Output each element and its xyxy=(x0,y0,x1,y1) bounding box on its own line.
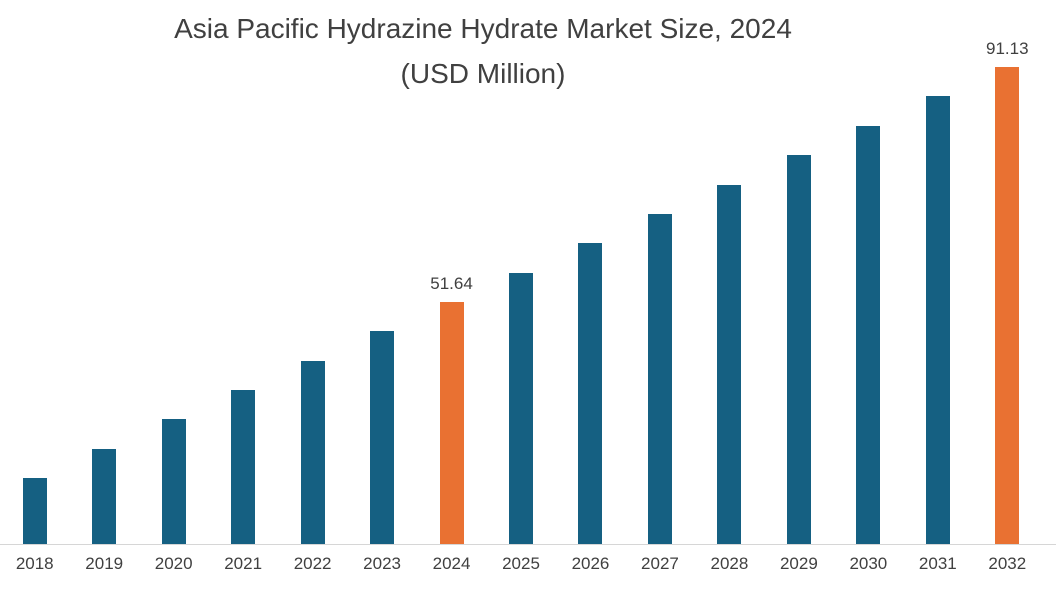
x-axis-tick-label: 2032 xyxy=(988,554,1027,573)
bar-cell xyxy=(486,0,555,545)
x-axis-tick-label: 2029 xyxy=(779,554,818,573)
bar-cell: 51.64 xyxy=(417,0,486,545)
bar-value-label: 91.13 xyxy=(986,39,1029,58)
bar-2029 xyxy=(786,155,811,545)
x-axis-tick-label: 2026 xyxy=(571,554,610,573)
chart-title-line2: (USD Million) xyxy=(400,58,566,89)
bar-cell xyxy=(0,0,69,545)
bar-2026 xyxy=(578,243,603,545)
x-axis-tick-label: 2019 xyxy=(85,554,124,573)
x-axis-tick-label: 2022 xyxy=(293,554,332,573)
bar-2027 xyxy=(647,214,672,545)
bar-2024 xyxy=(439,302,464,545)
x-axis-tick-label: 2021 xyxy=(224,554,263,573)
bar-2023 xyxy=(370,331,395,545)
bar-value-label: 51.64 xyxy=(430,274,473,293)
x-axis-tick-label: 2025 xyxy=(502,554,540,573)
bar-2019 xyxy=(92,449,117,545)
plot-area: 51.64 91.13 xyxy=(0,0,1042,545)
x-axis-tick-label: 2030 xyxy=(849,554,888,573)
bar-2021 xyxy=(231,390,256,545)
bar-2025 xyxy=(509,273,534,545)
bar-cell xyxy=(625,0,694,545)
bar-cell xyxy=(556,0,625,545)
bar-cell xyxy=(834,0,903,545)
bar-cell xyxy=(139,0,208,545)
x-axis-tick-label: 2028 xyxy=(710,554,749,573)
bar-cell: 91.13 xyxy=(973,0,1042,545)
bar-2028 xyxy=(717,185,742,545)
bar-cell xyxy=(208,0,277,545)
bar-cell xyxy=(69,0,138,545)
bar-cell xyxy=(278,0,347,545)
x-axis-tick-label: 2020 xyxy=(154,554,193,573)
x-axis-line xyxy=(0,544,1056,545)
x-axis-labels: 2018 2019 2020 2021 2022 2023 2024 2025 2026 2027… xyxy=(0,545,1042,600)
chart-title: Asia Pacific Hydrazine Hydrate Market Si… xyxy=(0,6,1056,96)
bar-2031 xyxy=(925,96,950,545)
x-axis-tick-label: 2018 xyxy=(15,554,54,573)
bar-cell xyxy=(764,0,833,545)
bar-2022 xyxy=(300,361,325,545)
bar-cell xyxy=(347,0,416,545)
bar-2018 xyxy=(22,478,47,545)
x-axis-tick-label: 2031 xyxy=(918,554,957,573)
bar-2020 xyxy=(161,419,186,545)
bar-2032 xyxy=(995,67,1020,545)
x-axis-tick-label: 2023 xyxy=(363,554,401,573)
x-axis-tick-label: 2024 xyxy=(432,554,471,573)
chart-title-line1: Asia Pacific Hydrazine Hydrate Market Si… xyxy=(174,13,792,44)
x-axis-tick-label: 2027 xyxy=(641,554,679,573)
bar-cell xyxy=(695,0,764,545)
bar-cell xyxy=(903,0,972,545)
bar-2030 xyxy=(856,126,881,545)
